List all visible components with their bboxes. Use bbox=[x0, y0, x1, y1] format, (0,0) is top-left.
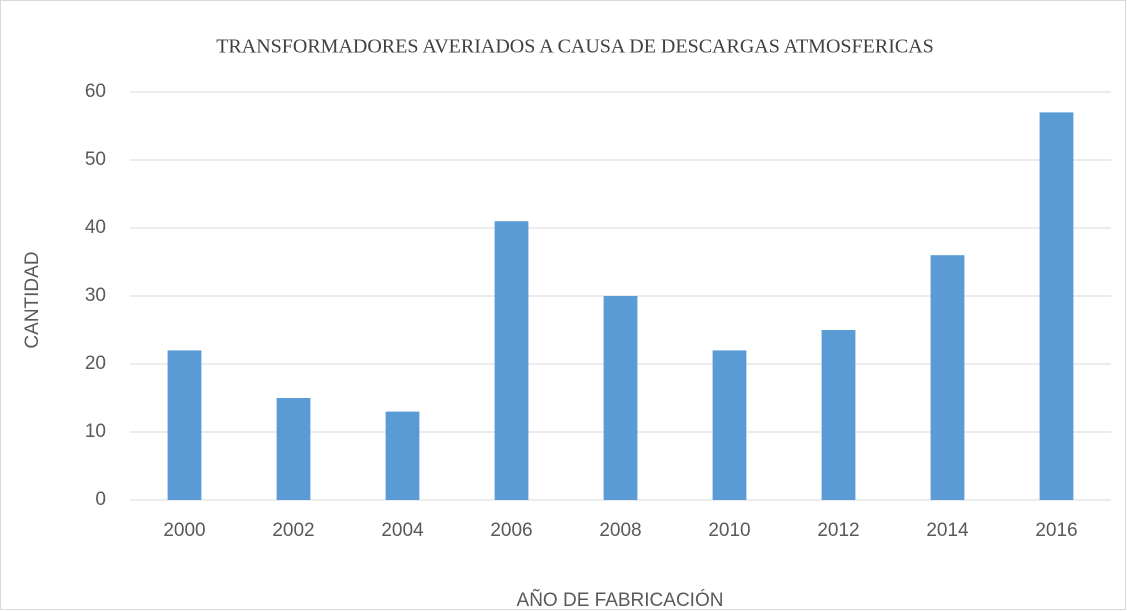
x-tick-label: 2002 bbox=[272, 520, 314, 541]
y-tick-label: 50 bbox=[85, 149, 106, 170]
y-tick-label: 60 bbox=[85, 81, 106, 102]
bar bbox=[385, 411, 420, 500]
x-tick-label: 2008 bbox=[599, 520, 641, 541]
x-tick-label: 2000 bbox=[163, 520, 205, 541]
bar bbox=[494, 221, 529, 500]
bar bbox=[1039, 112, 1074, 501]
y-tick-label: 10 bbox=[85, 421, 106, 442]
bar bbox=[712, 350, 747, 500]
y-tick-label: 20 bbox=[85, 353, 106, 374]
bar bbox=[821, 330, 856, 500]
x-tick-label: 2012 bbox=[817, 520, 859, 541]
x-tick-label: 2014 bbox=[926, 520, 969, 541]
y-tick-label: 40 bbox=[85, 217, 106, 238]
y-tick-label: 30 bbox=[85, 285, 106, 306]
x-tick-label: 2004 bbox=[381, 520, 424, 541]
bar bbox=[167, 350, 202, 500]
bar bbox=[603, 296, 638, 500]
x-axis-label: AÑO DE FABRICACIÓN bbox=[517, 589, 724, 611]
bar bbox=[930, 255, 965, 500]
x-tick-label: 2006 bbox=[490, 520, 532, 541]
x-tick-label: 2016 bbox=[1035, 520, 1077, 541]
y-tick-label: 0 bbox=[95, 489, 106, 510]
x-tick-label: 2010 bbox=[708, 520, 750, 541]
chart-title: TRANSFORMADORES AVERIADOS A CAUSA DE DES… bbox=[216, 36, 934, 58]
y-axis-label: CANTIDAD bbox=[22, 251, 43, 348]
bar bbox=[276, 398, 311, 500]
